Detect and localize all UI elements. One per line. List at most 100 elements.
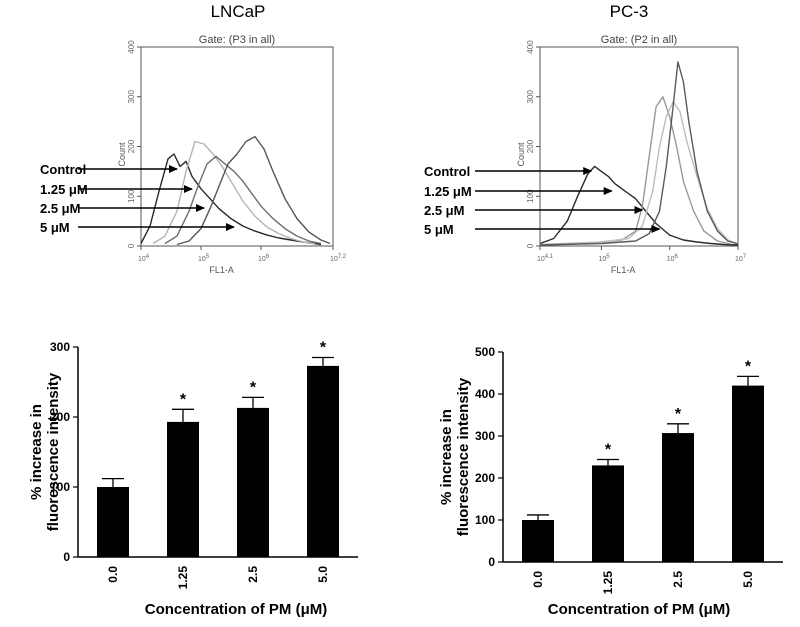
significance-marker: *	[745, 358, 752, 375]
histogram-x-tick-exponent: 4.1	[545, 254, 554, 260]
histogram-curve	[539, 100, 739, 246]
bar-x-axis-label: Concentration of PM (μM)	[548, 601, 731, 618]
bar	[97, 487, 129, 557]
histogram-y-tick-label: 0	[127, 243, 136, 248]
histogram-y-tick-label: 100	[127, 189, 136, 203]
bar-category-label: 2.5	[671, 571, 685, 588]
significance-marker: *	[250, 379, 257, 396]
bar-category-label: 1.25	[176, 566, 190, 590]
histogram-legend-label: 1.25 μM	[424, 184, 472, 199]
histogram-y-tick-label: 200	[526, 139, 535, 153]
bar	[237, 407, 269, 557]
bar-y-tick-label: 200	[475, 471, 495, 485]
histogram-x-tick-base: 10	[330, 256, 338, 263]
histogram-legend-label: 2.5 μM	[424, 203, 464, 218]
histogram-y-axis-label: Count	[117, 142, 127, 167]
bar-y-axis-label: % increase influorescence intensity	[28, 372, 62, 531]
histogram-x-tick-label: 106	[667, 254, 679, 263]
histogram-gate-title: Gate: (P2 in all)	[601, 34, 677, 46]
histogram-y-tick-label: 100	[526, 189, 535, 203]
histogram-y-axis-label: Count	[516, 142, 526, 167]
histogram-y-tick-label: 400	[526, 40, 535, 54]
histogram-legend-label: 5 μM	[424, 222, 454, 237]
histogram-x-tick-base: 10	[667, 256, 675, 263]
histogram-x-tick-label: 106	[258, 254, 270, 263]
bar-y-tick-label: 400	[475, 387, 495, 401]
histogram-curve	[539, 165, 739, 246]
bar	[167, 421, 199, 557]
bar-y-axis-label-line: fluorescence intensity	[455, 377, 472, 536]
significance-marker: *	[675, 406, 682, 423]
histogram-x-axis-label: FL1-A	[611, 265, 636, 275]
histogram-y-tick-label: 200	[127, 139, 136, 153]
histogram-x-tick-exponent: 6	[675, 254, 679, 260]
histogram-curve	[164, 155, 322, 245]
histogram-x-tick-base: 10	[598, 256, 606, 263]
histogram-curve	[539, 61, 739, 246]
bar	[592, 465, 624, 562]
histogram-x-tick-base: 10	[138, 256, 146, 263]
bar-y-tick-label: 0	[63, 550, 70, 564]
histogram-x-axis-label: FL1-A	[209, 265, 234, 275]
bar-chart-pc3: 0 100 200 300 400 500 % increase influorescenc…	[438, 345, 783, 618]
histogram-x-tick-exponent: 4	[146, 254, 150, 260]
histogram-legend-label: 2.5 μM	[40, 201, 80, 216]
histogram-x-tick-label: 107	[735, 254, 747, 263]
histogram-x-tick-exponent: 7	[743, 254, 747, 260]
histogram-x-tick-base: 10	[537, 256, 545, 263]
histogram-curve	[176, 135, 331, 246]
histogram-legend-label: Control	[424, 164, 470, 179]
histogram-x-tick-exponent: 7.2	[338, 254, 347, 260]
bar-x-axis-label: Concentration of PM (μM)	[145, 601, 328, 618]
histogram-x-tick-base: 10	[198, 256, 206, 263]
histogram-y-tick-label: 400	[127, 40, 136, 54]
histogram-gate-title: Gate: (P3 in all)	[199, 34, 275, 46]
bar-category-label: 5.0	[741, 571, 755, 588]
histogram-x-tick-label: 104	[138, 254, 150, 263]
bar-y-tick-label: 300	[50, 340, 70, 354]
bar-chart-lncap: 0 100 200 300 % increase influorescence inte…	[28, 340, 358, 618]
histogram-x-tick-label: 105	[198, 254, 210, 263]
bar-y-tick-label: 100	[50, 480, 70, 494]
histogram-x-tick-label: 107.2	[330, 254, 347, 263]
histogram-x-tick-base: 10	[735, 256, 743, 263]
bar-category-label: 5.0	[316, 566, 330, 583]
bar	[307, 365, 339, 557]
significance-marker: *	[180, 391, 187, 408]
histogram-y-tick-label: 300	[526, 90, 535, 104]
histogram-x-tick-exponent: 5	[206, 254, 210, 260]
histogram-x-tick-label: 105	[598, 254, 610, 263]
histogram-legend-label: 5 μM	[40, 220, 70, 235]
histogram-frame	[140, 46, 334, 247]
bar-y-tick-label: 300	[475, 429, 495, 443]
bar	[662, 433, 694, 562]
significance-marker: *	[605, 442, 612, 459]
bar-y-axis-label-line: fluorescence intensity	[45, 372, 62, 531]
histogram-pc3: Gate: (P2 in all)0100200300400Count104.1…	[424, 34, 747, 275]
histogram-y-tick-label: 0	[526, 243, 535, 248]
bar-y-axis-label: % increase influorescence intensity	[438, 377, 472, 536]
histogram-x-tick-label: 104.1	[537, 254, 554, 263]
histogram-x-tick-base: 10	[258, 256, 266, 263]
panel-title-pc3: PC-3	[610, 2, 649, 21]
bar-category-label: 0.0	[531, 571, 545, 588]
histogram-x-tick-exponent: 5	[606, 254, 610, 260]
panel-title-lncap: LNCaP	[211, 2, 266, 21]
bar-y-tick-label: 100	[475, 513, 495, 527]
bar-category-label: 1.25	[601, 571, 615, 595]
histogram-y-tick-label: 300	[127, 90, 136, 104]
bar-category-label: 2.5	[246, 566, 260, 583]
histogram-curve	[152, 140, 316, 245]
significance-marker: *	[320, 340, 327, 357]
histogram-curve	[140, 153, 322, 246]
bar-y-tick-label: 200	[50, 410, 70, 424]
bar-y-axis-label-line: % increase in	[438, 409, 455, 505]
bar-y-tick-label: 0	[488, 555, 495, 569]
bar	[732, 385, 764, 562]
histogram-legend-label: 1.25 μM	[40, 182, 88, 197]
bar	[522, 520, 554, 562]
histogram-x-tick-exponent: 6	[266, 254, 270, 260]
bar-category-label: 0.0	[106, 566, 120, 583]
